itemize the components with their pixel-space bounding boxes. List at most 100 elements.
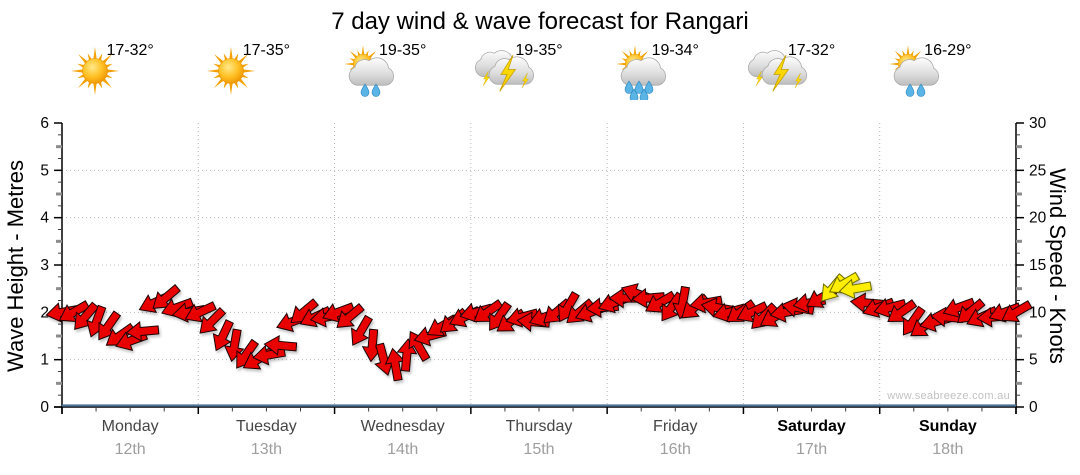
day-date-label: 18th bbox=[932, 441, 964, 458]
right-axis-tick-label: 25 bbox=[1029, 162, 1046, 179]
day-header: 17-32° bbox=[62, 42, 198, 95]
day-temperature-label: 17-35° bbox=[242, 42, 291, 59]
day-temperature-label: 19-35° bbox=[515, 42, 563, 59]
right-axis-tick-label: 30 bbox=[1029, 115, 1047, 132]
sun-cloud-rain-icon bbox=[343, 45, 394, 97]
day-date-label: 16th bbox=[659, 441, 691, 458]
lightning-glyph bbox=[794, 72, 802, 89]
day-name-label: Thursday bbox=[505, 418, 573, 435]
wind-arrow bbox=[58, 300, 91, 323]
day-temperature-label: 16-29° bbox=[924, 42, 972, 59]
cloud-glyph bbox=[621, 57, 667, 86]
day-header: 19-35° bbox=[471, 42, 607, 92]
right-axis-tick-label: 0 bbox=[1029, 399, 1038, 416]
day-label: Friday 16th bbox=[607, 417, 743, 460]
raindrop-glyph bbox=[644, 80, 654, 94]
wind-arrow bbox=[212, 319, 234, 352]
sun-glyph bbox=[71, 47, 120, 95]
wind-arrow bbox=[661, 291, 685, 322]
cloud-glyph bbox=[893, 57, 939, 86]
day-header: 19-34° bbox=[607, 42, 743, 100]
wind-arrow bbox=[838, 278, 873, 300]
lightning-glyph bbox=[771, 54, 789, 92]
left-axis-tick-label: 2 bbox=[40, 304, 49, 321]
day-name-label: Monday bbox=[101, 418, 159, 435]
wind-arrow bbox=[322, 302, 355, 323]
day-temperature-label: 17-32° bbox=[106, 42, 154, 59]
axis-layer: 0 1 2 3 4 5 6 0 5 10 15 20 25 30 bbox=[40, 115, 1046, 416]
grid-layer bbox=[62, 123, 1016, 407]
day-label: Wednesday 14th bbox=[335, 417, 471, 460]
day-header: 19-35° bbox=[335, 42, 471, 97]
day-header: 17-35° bbox=[198, 42, 334, 95]
day-label: Monday 12th bbox=[62, 417, 198, 460]
right-axis-title: Wind Speed - Knots bbox=[1045, 168, 1070, 364]
day-label: Saturday 17th bbox=[744, 417, 880, 460]
right-axis-tick-label: 10 bbox=[1029, 304, 1047, 321]
wind-arrow bbox=[631, 287, 666, 309]
wind-arrow bbox=[199, 306, 227, 334]
left-axis-tick-label: 1 bbox=[40, 352, 49, 369]
raindrop-glyph bbox=[916, 83, 926, 97]
day-name-label: Wednesday bbox=[360, 418, 445, 435]
wind-arrow bbox=[184, 301, 217, 323]
day-header: 16-29° bbox=[880, 42, 1016, 97]
day-name-label: Tuesday bbox=[236, 418, 297, 435]
day-date-label: 12th bbox=[114, 441, 146, 458]
wind-arrow bbox=[263, 334, 298, 356]
day-date-label: 15th bbox=[523, 441, 555, 458]
wind-arrow-layer bbox=[45, 271, 1033, 382]
sunny-icon bbox=[71, 47, 120, 95]
raindrop-glyph bbox=[905, 83, 915, 97]
sun-glyph bbox=[207, 47, 256, 95]
wind-arrow bbox=[459, 302, 493, 323]
day-header: 17-32° bbox=[744, 42, 880, 92]
lightning-glyph bbox=[482, 70, 490, 87]
raindrop-glyph bbox=[639, 88, 649, 100]
sun-cloud-rain-icon bbox=[616, 45, 667, 100]
sun-cloud-rain-icon bbox=[889, 45, 939, 97]
wind-arrow bbox=[351, 314, 373, 346]
day-name-label: Sunday bbox=[918, 418, 977, 435]
day-temperature-label: 17-32° bbox=[787, 42, 836, 59]
wind-arrow bbox=[384, 347, 406, 382]
wind-arrow bbox=[873, 297, 907, 319]
day-label: Tuesday 13th bbox=[198, 417, 334, 460]
wind-arrow bbox=[336, 303, 365, 328]
left-axis-tick-label: 3 bbox=[40, 257, 49, 274]
wind-arrow bbox=[1001, 300, 1033, 323]
sun-disc bbox=[82, 58, 108, 84]
left-axis-tick-label: 5 bbox=[40, 162, 49, 179]
left-axis-tick-label: 4 bbox=[40, 210, 49, 227]
thunderstorm-icon bbox=[475, 50, 535, 92]
chart-title: 7 day wind & wave forecast for Rangari bbox=[331, 8, 749, 35]
lightning-glyph bbox=[499, 54, 517, 92]
watermark: www.seabreeze.com.au bbox=[887, 390, 1010, 402]
thunderstorm-icon bbox=[747, 50, 807, 92]
wind-arrow bbox=[125, 321, 160, 342]
wind-arrow bbox=[887, 299, 918, 322]
raindrop-glyph bbox=[371, 83, 381, 97]
raindrop-glyph bbox=[360, 83, 370, 97]
left-axis-tick-label: 0 bbox=[40, 399, 49, 416]
wind-arrow bbox=[645, 290, 677, 313]
right-axis-tick-label: 20 bbox=[1029, 210, 1047, 227]
day-date-label: 14th bbox=[387, 441, 419, 458]
wind-arrow bbox=[473, 299, 504, 322]
sun-rays bbox=[207, 47, 256, 95]
sunny-icon bbox=[207, 47, 256, 95]
wind-arrow bbox=[942, 297, 976, 318]
day-date-label: 17th bbox=[795, 441, 828, 458]
raindrop-glyph bbox=[629, 88, 639, 100]
right-axis-tick-label: 15 bbox=[1029, 257, 1046, 274]
cloud-glyph bbox=[348, 57, 394, 86]
wind-arrow bbox=[152, 284, 181, 309]
day-date-label: 13th bbox=[250, 441, 282, 458]
sun-rays bbox=[71, 47, 120, 95]
raindrop-glyph bbox=[624, 80, 634, 94]
raindrop-glyph bbox=[634, 80, 644, 94]
day-label: Thursday 15th bbox=[471, 417, 607, 460]
wind-arrow bbox=[98, 310, 122, 341]
